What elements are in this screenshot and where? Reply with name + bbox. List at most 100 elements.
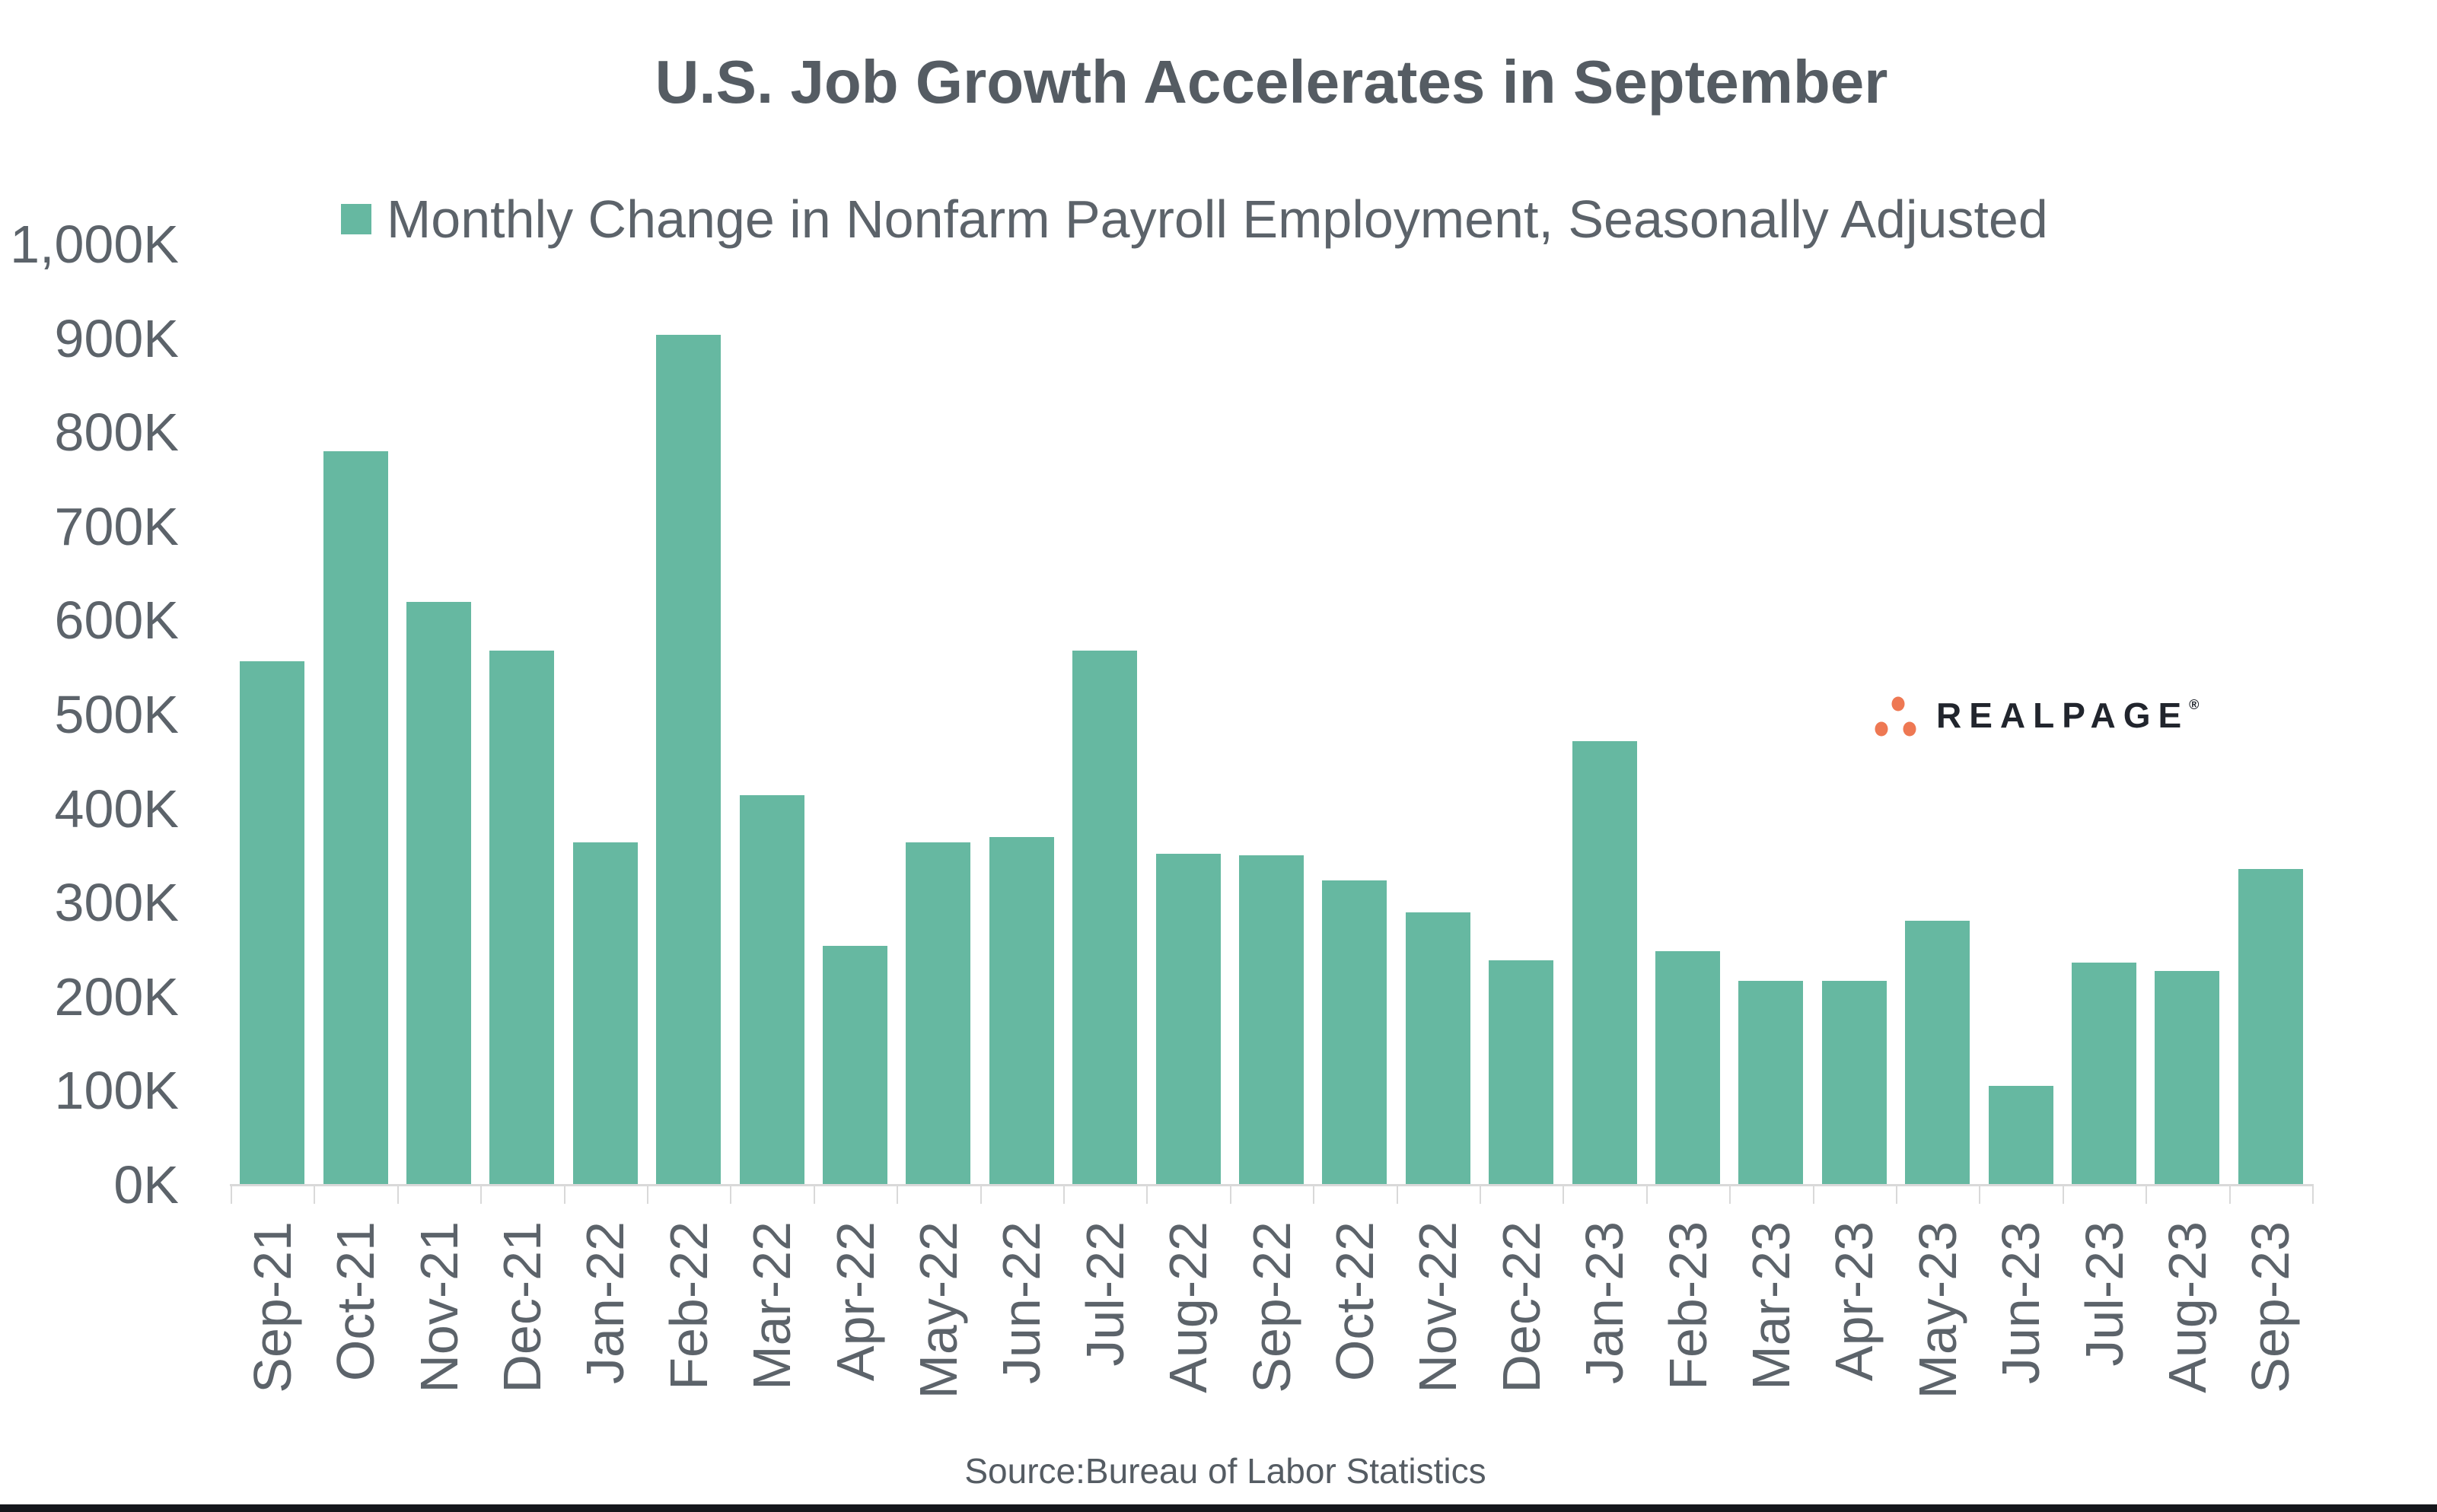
bar-Oct-22 bbox=[1322, 880, 1387, 1185]
x-axis-tick bbox=[1063, 1184, 1065, 1204]
x-axis-label-Feb-23: Feb-23 bbox=[1658, 1221, 1718, 1390]
bar-Oct-21 bbox=[323, 450, 388, 1185]
bottom-border-bar bbox=[0, 1504, 2437, 1512]
x-axis-label-Mar-22: Mar-22 bbox=[742, 1221, 802, 1390]
realpage-wordmark: REALPAGE® bbox=[1936, 696, 2200, 735]
x-axis-tick bbox=[480, 1184, 483, 1204]
bar-Aug-23 bbox=[2155, 971, 2220, 1185]
registered-trademark-icon: ® bbox=[2189, 697, 2200, 712]
x-axis-label-Aug-23: Aug-23 bbox=[2157, 1221, 2217, 1393]
bar-Sep-22 bbox=[1239, 855, 1304, 1185]
x-axis-label-Oct-22: Oct-22 bbox=[1324, 1221, 1384, 1382]
bar-Dec-21 bbox=[489, 650, 555, 1185]
bar-Jun-22 bbox=[989, 836, 1054, 1185]
x-axis-label-Sep-23: Sep-23 bbox=[2241, 1221, 2301, 1393]
x-axis-tick bbox=[1480, 1184, 1481, 1204]
x-axis-tick bbox=[1645, 1184, 1648, 1204]
bar-Feb-22 bbox=[656, 334, 722, 1185]
x-axis-label-Mar-23: Mar-23 bbox=[1741, 1221, 1801, 1390]
x-axis-label-May-22: May-22 bbox=[908, 1221, 968, 1399]
y-axis-label: 200K bbox=[54, 966, 179, 1027]
bar-May-22 bbox=[906, 842, 971, 1185]
x-axis-tick bbox=[314, 1184, 316, 1204]
x-axis-label-Jan-22: Jan-22 bbox=[575, 1221, 636, 1385]
legend-label: Monthly Change in Nonfarm Payroll Employ… bbox=[387, 189, 2048, 249]
bar-Sep-23 bbox=[2238, 868, 2303, 1185]
bar-Apr-22 bbox=[823, 946, 887, 1185]
x-axis-label-Jun-23: Jun-23 bbox=[1991, 1221, 2051, 1385]
x-axis-label-Dec-22: Dec-22 bbox=[1491, 1221, 1551, 1393]
x-axis-tick bbox=[647, 1184, 648, 1204]
bar-Mar-23 bbox=[1738, 980, 1804, 1185]
realpage-dots-icon bbox=[1875, 696, 1916, 737]
x-axis-tick bbox=[2228, 1184, 2231, 1204]
x-axis-label-Dec-21: Dec-21 bbox=[492, 1221, 552, 1393]
x-axis-tick bbox=[1229, 1184, 1231, 1204]
x-axis-tick bbox=[2062, 1184, 2064, 1204]
x-axis-label-Sep-22: Sep-22 bbox=[1241, 1221, 1301, 1393]
x-axis-label-Aug-22: Aug-22 bbox=[1158, 1221, 1218, 1393]
y-axis-label: 400K bbox=[54, 778, 179, 839]
x-axis-tick bbox=[2312, 1184, 2314, 1204]
x-axis-label-Sep-21: Sep-21 bbox=[242, 1221, 302, 1393]
y-axis-label: 600K bbox=[54, 590, 179, 651]
x-axis-tick bbox=[1563, 1184, 1565, 1204]
realpage-logo: REALPAGE® bbox=[1874, 692, 2199, 738]
chart-title: U.S. Job Growth Accelerates in September bbox=[655, 48, 1888, 116]
x-axis-label-Jun-22: Jun-22 bbox=[992, 1221, 1052, 1385]
plot-area bbox=[231, 244, 2312, 1185]
bar-Jan-22 bbox=[572, 842, 638, 1185]
bar-May-23 bbox=[1905, 920, 1970, 1185]
legend: Monthly Change in Nonfarm Payroll Employ… bbox=[341, 190, 2048, 248]
x-axis-label-Apr-22: Apr-22 bbox=[825, 1221, 885, 1382]
bar-Feb-23 bbox=[1655, 951, 1720, 1185]
source-attribution: Source:Bureau of Labor Statistics bbox=[964, 1451, 1486, 1491]
x-axis-label-Feb-22: Feb-22 bbox=[658, 1221, 718, 1390]
x-axis-tick bbox=[1812, 1184, 1814, 1204]
x-axis-tick bbox=[1313, 1184, 1315, 1204]
y-axis-label: 700K bbox=[54, 496, 179, 556]
x-axis-tick bbox=[1396, 1184, 1398, 1204]
x-axis-tick bbox=[897, 1184, 899, 1204]
bar-Nov-21 bbox=[406, 601, 471, 1185]
x-axis-label-Jan-23: Jan-23 bbox=[1575, 1221, 1635, 1385]
bar-Nov-22 bbox=[1405, 912, 1470, 1185]
y-axis-label: 300K bbox=[54, 873, 179, 933]
y-axis-label: 500K bbox=[54, 685, 179, 744]
bar-Sep-21 bbox=[240, 661, 305, 1185]
legend-swatch-icon bbox=[341, 204, 371, 234]
x-axis-line bbox=[230, 1184, 2314, 1186]
bar-Mar-22 bbox=[739, 795, 804, 1185]
x-axis-tick bbox=[813, 1184, 815, 1204]
bar-Jul-22 bbox=[1072, 650, 1138, 1185]
x-axis-label-Nov-22: Nov-22 bbox=[1408, 1221, 1468, 1393]
x-axis-tick bbox=[1729, 1184, 1731, 1204]
x-axis-tick bbox=[1979, 1184, 1981, 1204]
bar-Aug-22 bbox=[1155, 853, 1221, 1185]
y-axis-label: 900K bbox=[54, 308, 179, 368]
bar-Apr-23 bbox=[1821, 980, 1887, 1185]
y-axis-label: 1,000K bbox=[10, 215, 179, 274]
x-axis-tick bbox=[1146, 1184, 1148, 1204]
x-axis-tick bbox=[397, 1184, 399, 1204]
x-axis-label-Apr-23: Apr-23 bbox=[1824, 1221, 1884, 1382]
y-axis-label: 100K bbox=[54, 1061, 179, 1121]
bar-Jan-23 bbox=[1572, 740, 1637, 1185]
bar-Jul-23 bbox=[2072, 963, 2136, 1185]
x-axis-tick bbox=[980, 1184, 982, 1204]
y-axis-label: 800K bbox=[54, 403, 179, 463]
bar-Dec-22 bbox=[1489, 960, 1554, 1185]
x-axis-tick bbox=[730, 1184, 732, 1204]
x-axis-tick bbox=[2146, 1184, 2148, 1204]
x-axis-label-Oct-21: Oct-21 bbox=[326, 1221, 386, 1382]
x-axis-tick bbox=[1896, 1184, 1897, 1204]
x-axis-label-Jul-23: Jul-23 bbox=[2074, 1221, 2134, 1367]
x-axis-label-Jul-22: Jul-22 bbox=[1075, 1221, 1135, 1367]
x-axis-label-May-23: May-23 bbox=[1907, 1221, 1967, 1399]
x-axis-label-Nov-21: Nov-21 bbox=[409, 1221, 469, 1393]
y-axis-label: 0K bbox=[113, 1155, 179, 1214]
x-axis-tick bbox=[563, 1184, 565, 1204]
x-axis-tick bbox=[231, 1184, 232, 1204]
bar-Jun-23 bbox=[1988, 1086, 2053, 1185]
